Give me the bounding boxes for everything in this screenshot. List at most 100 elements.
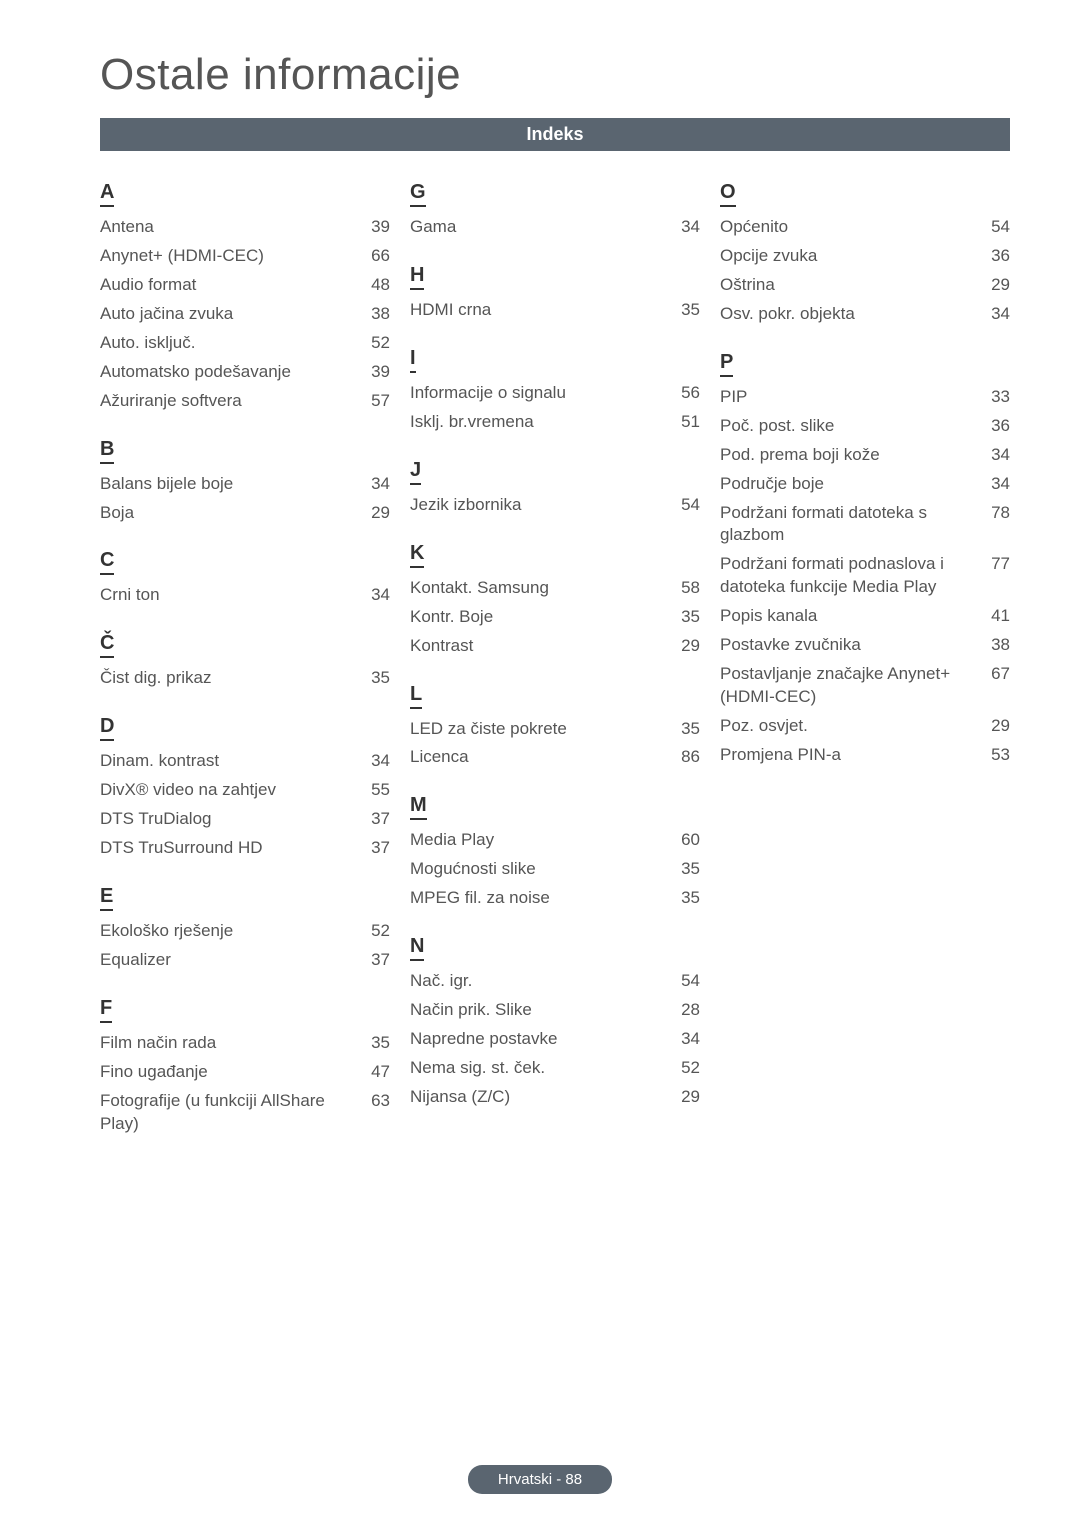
index-entry-page: 54 bbox=[670, 494, 700, 517]
index-entry: Balans bijele boje34 bbox=[100, 470, 390, 499]
index-entry-page: 38 bbox=[360, 303, 390, 326]
index-entry-page: 54 bbox=[670, 970, 700, 993]
index-entry: Equalizer37 bbox=[100, 946, 390, 975]
index-entry: Boja29 bbox=[100, 499, 390, 528]
index-entry-page: 29 bbox=[670, 1086, 700, 1109]
index-letter-heading: H bbox=[410, 264, 424, 290]
index-letter-heading: D bbox=[100, 715, 114, 741]
index-entry-label: Ekološko rješenje bbox=[100, 920, 360, 943]
index-entry-label: Podržani formati podnaslova i datoteka f… bbox=[720, 553, 980, 599]
index-column: AAntena39Anynet+ (HDMI-CEC)66Audio forma… bbox=[100, 181, 390, 1139]
index-entry-label: Equalizer bbox=[100, 949, 360, 972]
index-entry-label: Nijansa (Z/C) bbox=[410, 1086, 670, 1109]
index-entry: Osv. pokr. objekta34 bbox=[720, 300, 1010, 329]
section-title-bar: Indeks bbox=[100, 118, 1010, 151]
index-entry-page: 53 bbox=[980, 744, 1010, 767]
index-entry-label: Kontakt. Samsung bbox=[410, 577, 670, 600]
index-entry-label: Jezik izbornika bbox=[410, 494, 670, 517]
index-entry: Licenca86 bbox=[410, 743, 700, 772]
index-entry: Automatsko podešavanje39 bbox=[100, 358, 390, 387]
index-entry: Kontrast29 bbox=[410, 632, 700, 661]
index-entry-page: 37 bbox=[360, 949, 390, 972]
index-entry: Audio format48 bbox=[100, 271, 390, 300]
index-entry-label: Auto jačina zvuka bbox=[100, 303, 360, 326]
index-letter-heading: G bbox=[410, 181, 426, 207]
page-title: Ostale informacije bbox=[100, 50, 1010, 100]
index-entry-page: 55 bbox=[360, 779, 390, 802]
index-entry-label: DivX® video na zahtjev bbox=[100, 779, 360, 802]
index-entry-page: 35 bbox=[670, 887, 700, 910]
index-entry-page: 29 bbox=[360, 502, 390, 525]
index-entry-page: 86 bbox=[670, 746, 700, 769]
index-entry-label: Podržani formati datoteka s glazbom bbox=[720, 502, 980, 548]
index-entry: Nema sig. st. ček.52 bbox=[410, 1054, 700, 1083]
index-letter-heading: A bbox=[100, 181, 114, 207]
index-entry-label: Popis kanala bbox=[720, 605, 980, 628]
index-letter-heading: F bbox=[100, 997, 112, 1023]
page-footer: Hrvatski - 88 bbox=[0, 1465, 1080, 1494]
index-letter-heading: O bbox=[720, 181, 736, 207]
index-column: OOpćenito54Opcije zvuka36Oštrina29Osv. p… bbox=[720, 181, 1010, 1139]
index-letter-heading: N bbox=[410, 935, 424, 961]
index-entry-label: Način prik. Slike bbox=[410, 999, 670, 1022]
index-entry-label: Poč. post. slike bbox=[720, 415, 980, 438]
index-entry-page: 35 bbox=[670, 606, 700, 629]
index-entry-label: DTS TruSurround HD bbox=[100, 837, 360, 860]
index-entry-label: Mogućnosti slike bbox=[410, 858, 670, 881]
index-entry: Ažuriranje softvera57 bbox=[100, 387, 390, 416]
index-entry-page: 34 bbox=[360, 750, 390, 773]
index-letter-heading: C bbox=[100, 549, 114, 575]
index-entry-page: 78 bbox=[980, 502, 1010, 525]
index-letter-heading: P bbox=[720, 351, 733, 377]
index-entry: Način prik. Slike28 bbox=[410, 996, 700, 1025]
index-entry-page: 52 bbox=[360, 332, 390, 355]
index-entry: Pod. prema boji kože34 bbox=[720, 441, 1010, 470]
index-entry-label: Osv. pokr. objekta bbox=[720, 303, 980, 326]
index-entry: Popis kanala41 bbox=[720, 602, 1010, 631]
index-entry-label: Automatsko podešavanje bbox=[100, 361, 360, 384]
index-entry-label: Opcije zvuka bbox=[720, 245, 980, 268]
index-letter-heading: K bbox=[410, 542, 424, 568]
index-entry-label: Postavljanje značajke Anynet+ (HDMI-CEC) bbox=[720, 663, 980, 709]
index-entry-label: Dinam. kontrast bbox=[100, 750, 360, 773]
index-entry-page: 67 bbox=[980, 663, 1010, 686]
index-entry: DivX® video na zahtjev55 bbox=[100, 776, 390, 805]
index-entry: Dinam. kontrast34 bbox=[100, 747, 390, 776]
index-entry-label: PIP bbox=[720, 386, 980, 409]
index-entry-page: 47 bbox=[360, 1061, 390, 1084]
index-entry-label: Nač. igr. bbox=[410, 970, 670, 993]
index-entry-page: 39 bbox=[360, 216, 390, 239]
index-entry: Postavljanje značajke Anynet+ (HDMI-CEC)… bbox=[720, 660, 1010, 712]
index-entry-label: Film način rada bbox=[100, 1032, 360, 1055]
index-entry-label: Balans bijele boje bbox=[100, 473, 360, 496]
index-entry: Auto jačina zvuka38 bbox=[100, 300, 390, 329]
index-entry-label: Licenca bbox=[410, 746, 670, 769]
index-entry: DTS TruSurround HD37 bbox=[100, 834, 390, 863]
index-entry-page: 63 bbox=[360, 1090, 390, 1113]
index-entry-page: 56 bbox=[670, 382, 700, 405]
index-entry-label: Nema sig. st. ček. bbox=[410, 1057, 670, 1080]
index-entry: Informacije o signalu56 bbox=[410, 379, 700, 408]
index-entry: Gama34 bbox=[410, 213, 700, 242]
index-entry-label: MPEG fil. za noise bbox=[410, 887, 670, 910]
index-entry-page: 34 bbox=[980, 303, 1010, 326]
index-letter-heading: Č bbox=[100, 632, 114, 658]
index-entry-page: 34 bbox=[980, 473, 1010, 496]
index-entry: Fino ugađanje47 bbox=[100, 1058, 390, 1087]
index-entry: Oštrina29 bbox=[720, 271, 1010, 300]
index-entry-page: 48 bbox=[360, 274, 390, 297]
index-entry-page: 52 bbox=[360, 920, 390, 943]
index-entry-page: 34 bbox=[360, 584, 390, 607]
index-entry-page: 33 bbox=[980, 386, 1010, 409]
index-entry-page: 51 bbox=[670, 411, 700, 434]
index-entry-page: 41 bbox=[980, 605, 1010, 628]
index-entry: Nijansa (Z/C)29 bbox=[410, 1083, 700, 1112]
index-entry: Ekološko rješenje52 bbox=[100, 917, 390, 946]
index-entry: Jezik izbornika54 bbox=[410, 491, 700, 520]
index-entry: Poč. post. slike36 bbox=[720, 412, 1010, 441]
index-entry-label: Fino ugađanje bbox=[100, 1061, 360, 1084]
index-entry-label: Pod. prema boji kože bbox=[720, 444, 980, 467]
index-entry-page: 35 bbox=[670, 299, 700, 322]
index-entry: Media Play60 bbox=[410, 826, 700, 855]
index-entry: Područje boje34 bbox=[720, 470, 1010, 499]
